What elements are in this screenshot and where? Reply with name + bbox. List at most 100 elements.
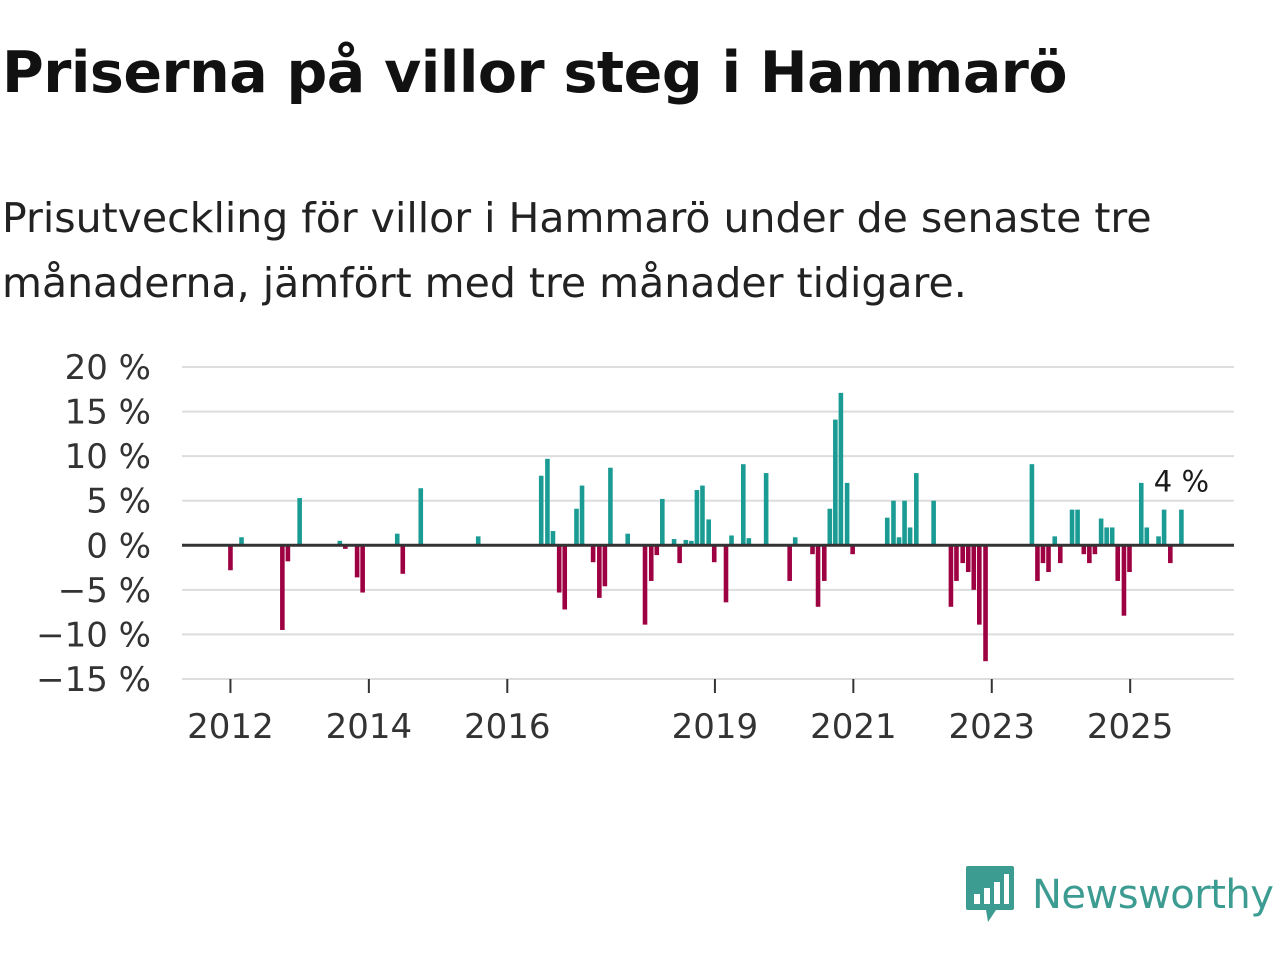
bar [689, 540, 694, 546]
bar [590, 545, 596, 563]
y-tick-label: −15 % [36, 660, 151, 700]
bar [896, 537, 902, 546]
bar [792, 537, 798, 546]
bar [677, 545, 682, 564]
bar [815, 545, 821, 607]
bar [418, 488, 424, 546]
bar [608, 467, 613, 546]
bar [971, 545, 977, 590]
bar [960, 545, 965, 564]
bar [1168, 545, 1173, 564]
x-tick-label: 2014 [326, 707, 413, 747]
bar [1109, 527, 1115, 546]
bar [954, 545, 959, 581]
x-axis-ticks: 2012 2014 2016 2019 2021 2023 2025 [187, 679, 1173, 747]
bars [228, 392, 1184, 662]
bar [660, 498, 665, 546]
bar [360, 545, 365, 593]
bar [1035, 545, 1040, 581]
bar [400, 545, 406, 574]
bar [550, 531, 556, 546]
bar [787, 545, 792, 581]
annotations: 4 % [1154, 465, 1209, 499]
y-tick-label: −10 % [36, 615, 151, 655]
bar [654, 545, 660, 556]
bar [297, 498, 302, 546]
bar [354, 545, 360, 578]
y-tick-label: 5 % [86, 482, 151, 522]
bar [1156, 536, 1161, 546]
bar [574, 508, 579, 546]
y-tick-label: 0 % [86, 526, 151, 566]
bar [642, 545, 648, 625]
last-value-label: 4 % [1154, 465, 1209, 499]
bar [931, 500, 936, 546]
bar [891, 500, 896, 546]
bar [821, 545, 827, 581]
bar [538, 475, 544, 546]
bar [965, 545, 971, 573]
bar [694, 490, 700, 546]
brand-name: Newsworthy [1032, 872, 1274, 918]
bar [1069, 509, 1075, 546]
bar [280, 545, 285, 630]
y-tick-label: 15 % [65, 393, 151, 433]
bar [1127, 545, 1132, 573]
bar [1029, 464, 1035, 546]
bar [671, 539, 677, 546]
chart-title: Priserna på villor steg i Hammarö [2, 40, 1068, 106]
bar [746, 538, 752, 546]
bar [1075, 509, 1080, 546]
bar [648, 545, 654, 581]
bar [1121, 545, 1127, 616]
bar [285, 545, 291, 562]
bar [1057, 545, 1063, 564]
bar [1092, 545, 1098, 555]
bar [907, 527, 913, 546]
bar [1087, 545, 1092, 564]
bar [740, 464, 746, 546]
bar [556, 545, 562, 593]
bar [597, 545, 602, 598]
bar [1104, 527, 1109, 546]
y-axis-ticks: 20 % 15 %10 % 5 %0 % −5 %−10 % −15 % [36, 348, 151, 700]
bar [723, 545, 729, 603]
bar [763, 473, 769, 546]
bar [1179, 509, 1184, 546]
bar [562, 545, 568, 610]
bar [545, 458, 550, 546]
bar [884, 517, 890, 546]
bar [948, 545, 954, 607]
bar [343, 545, 348, 549]
x-tick-label: 2016 [464, 707, 551, 747]
y-tick-label: 20 % [65, 348, 151, 388]
bar [833, 419, 838, 546]
bar [579, 485, 585, 546]
bar [475, 536, 481, 546]
bar [810, 545, 815, 555]
bar-chart: 20 %15 %10 %5 %0 %−5 %−10 %−15 % 2012 201… [36, 348, 1234, 747]
bar [337, 540, 343, 546]
x-tick-label: 2025 [1087, 707, 1174, 747]
x-tick-label: 2021 [810, 707, 897, 747]
bar [706, 519, 711, 546]
bar [1040, 545, 1046, 564]
bar [239, 537, 244, 546]
bar [1115, 545, 1121, 581]
bar [711, 545, 717, 563]
newsworthy-logo-icon [966, 866, 1014, 922]
bar [394, 533, 400, 546]
bar [700, 485, 705, 546]
bar [729, 535, 734, 546]
chart-subtitle: Prisutveckling för villor i Hammarö unde… [2, 194, 1152, 307]
bar [1098, 518, 1104, 546]
bar [844, 482, 850, 546]
x-tick-label: 2019 [672, 707, 759, 747]
bar [625, 533, 631, 546]
bar [1081, 545, 1087, 555]
bar [683, 539, 689, 546]
bar [228, 545, 233, 571]
bar [850, 545, 855, 555]
gridlines [182, 366, 1234, 680]
x-tick-label: 2012 [187, 707, 274, 747]
